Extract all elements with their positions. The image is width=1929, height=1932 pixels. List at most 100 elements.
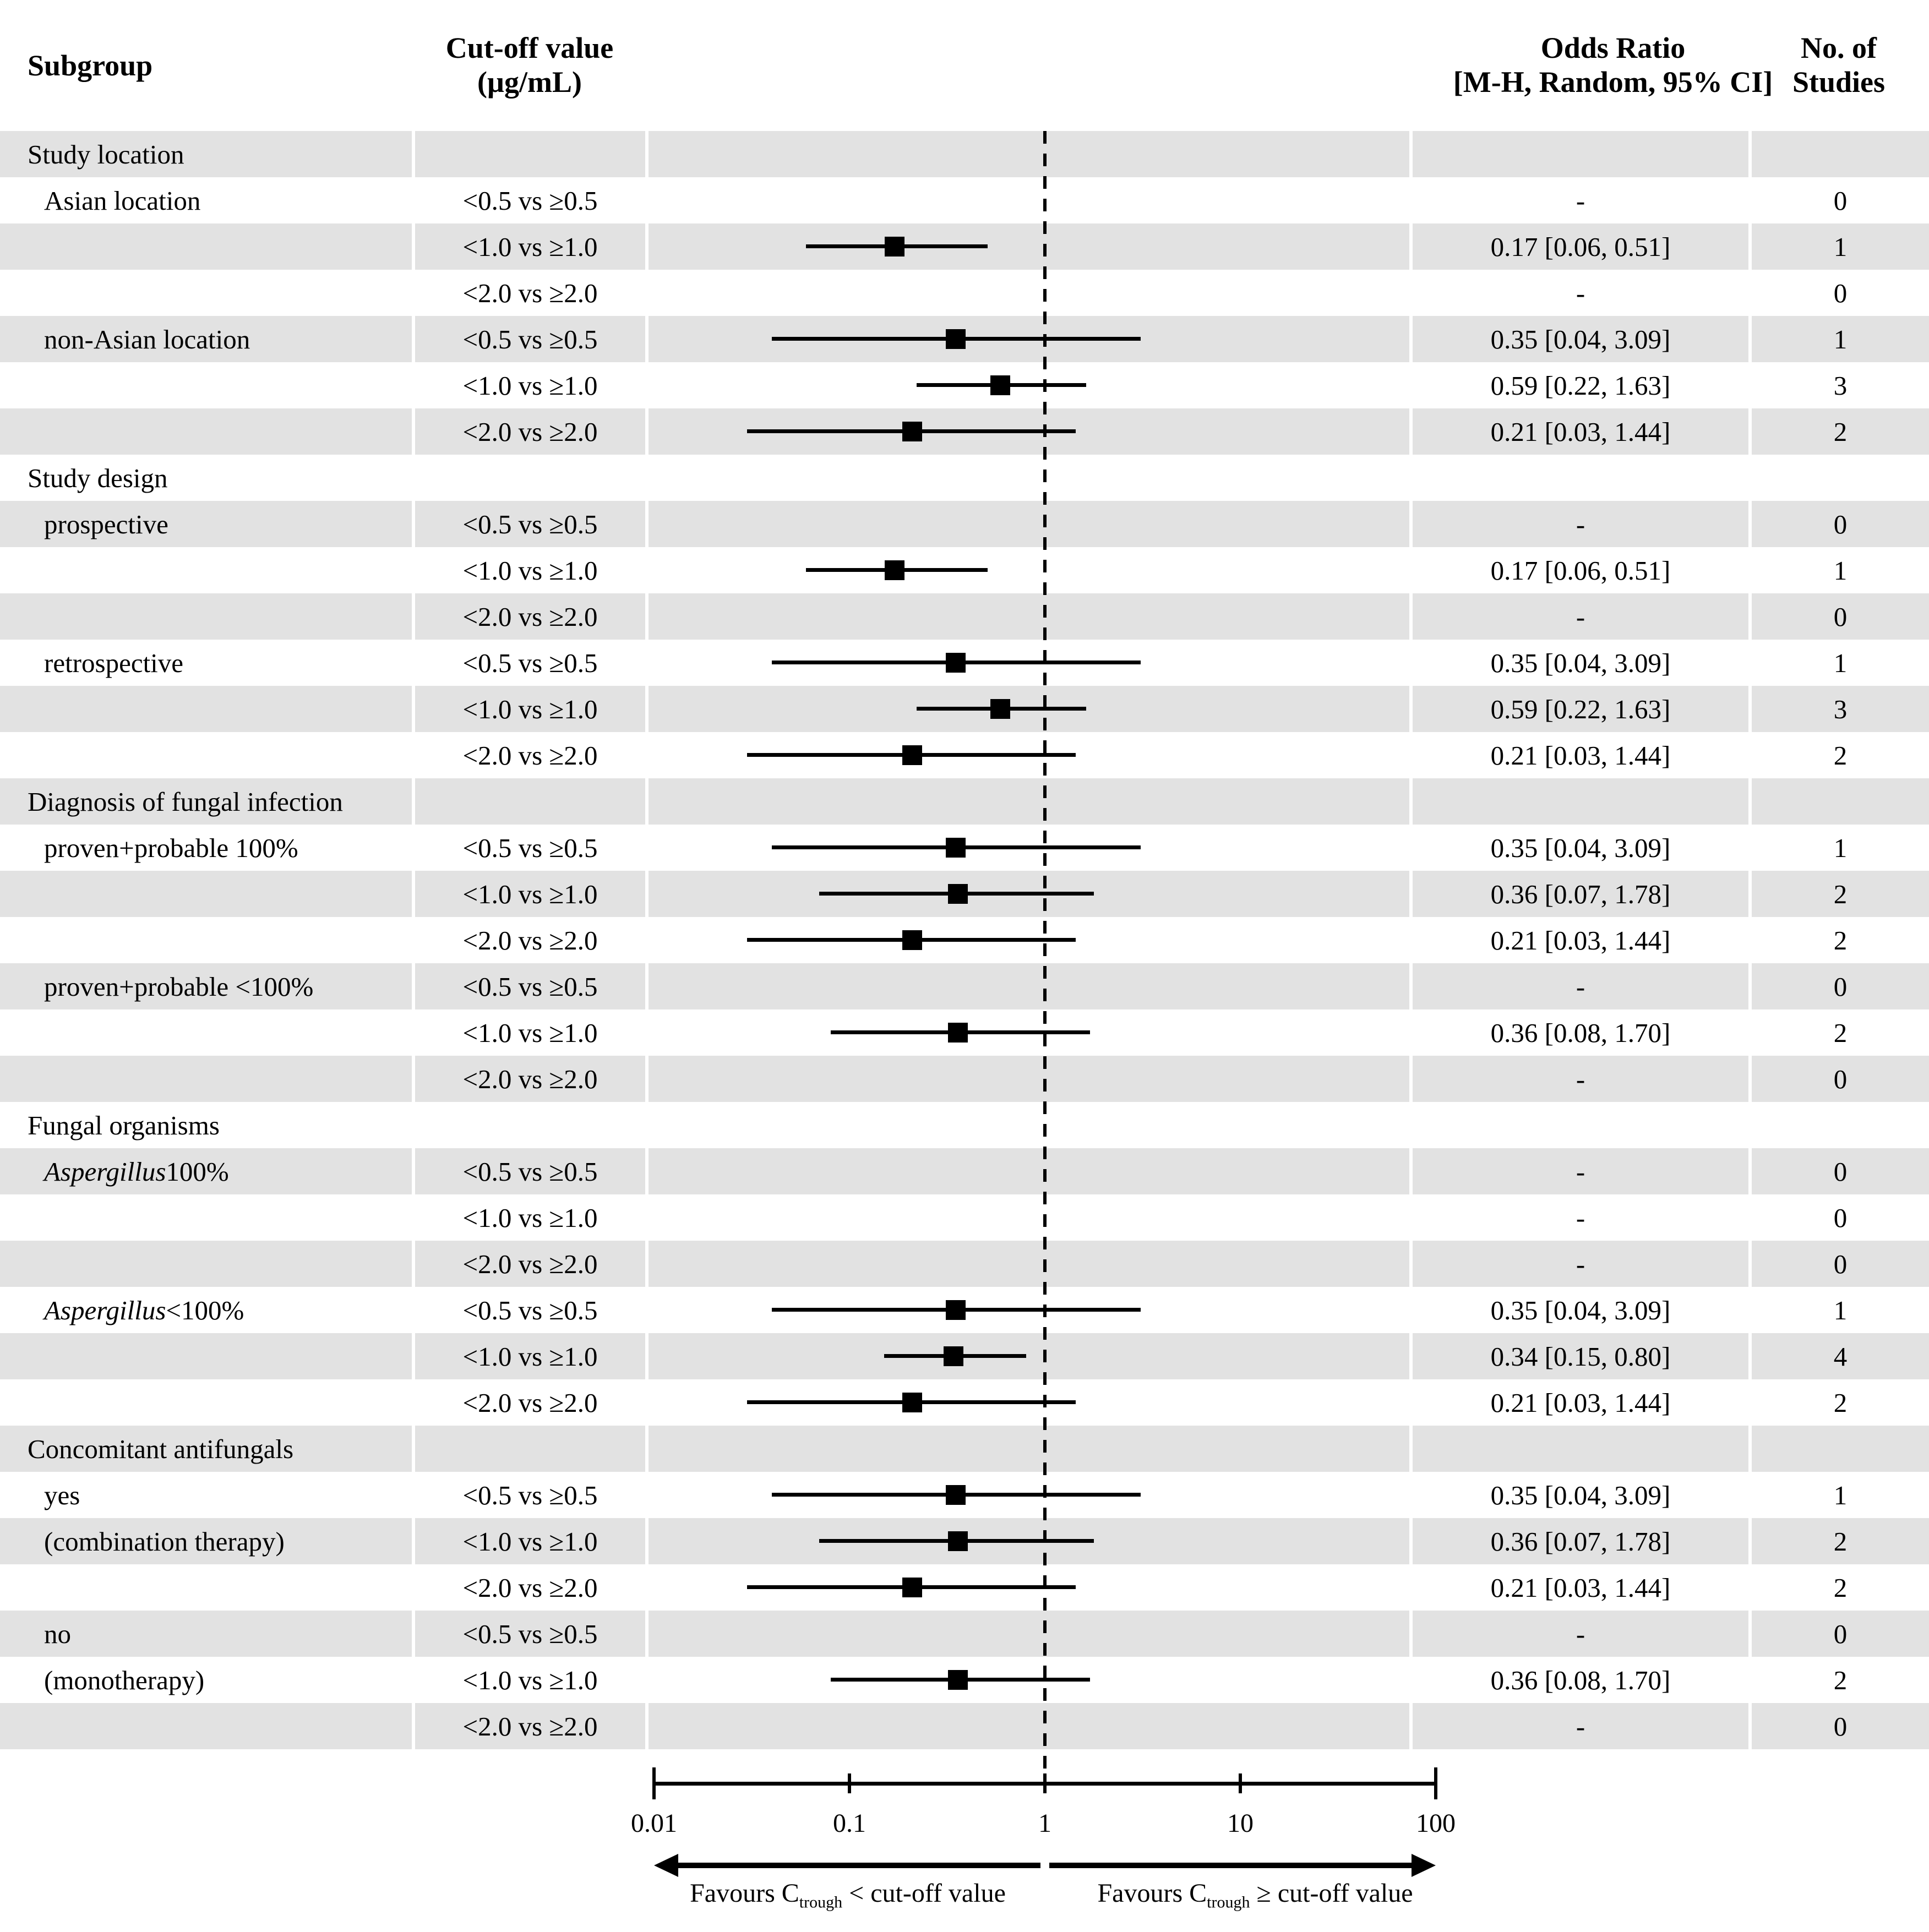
forest-row: <1.0 vs ≥1.0 0.17 [0.06, 0.51] 1 xyxy=(0,223,1929,270)
forest-row: <2.0 vs ≥2.0 -0 xyxy=(0,593,1929,640)
forest-row: <2.0 vs ≥2.0 -0 xyxy=(0,1703,1929,1749)
plot-cell xyxy=(649,223,1409,270)
point-estimate-marker xyxy=(946,1485,966,1505)
favours-left-label: Favours Ctrough < cut-off value xyxy=(573,1878,1123,1912)
cutoff-cell xyxy=(415,1102,645,1148)
no-of-studies-cell: 0 xyxy=(1752,1703,1929,1749)
odds-ratio-cell: 0.17 [0.06, 0.51] xyxy=(1490,555,1671,586)
point-estimate-marker xyxy=(948,1670,968,1690)
no-of-studies-cell: 2 xyxy=(1752,1518,1929,1564)
no-of-studies-cell: 1 xyxy=(1833,832,1848,863)
subgroup-cell: proven+probable <100% xyxy=(0,963,412,1009)
no-of-studies-cell xyxy=(1752,131,1929,177)
plot-cell xyxy=(649,501,1409,547)
odds-ratio-cell: - xyxy=(1576,1202,1585,1233)
cutoff-cell: <2.0 vs ≥2.0 xyxy=(415,593,645,640)
subgroup-cell xyxy=(0,871,412,917)
plot-cell xyxy=(649,1333,1409,1379)
subgroup-cell xyxy=(0,732,412,778)
subgroup-cell: Diagnosis of fungal infection xyxy=(0,778,412,825)
subgroup-label: proven+probable 100% xyxy=(44,832,298,863)
cutoff-cell: <1.0 vs ≥1.0 xyxy=(415,223,645,270)
subgroup-cell: non-Asian location xyxy=(0,316,412,362)
no-of-studies-cell: 0 xyxy=(1833,277,1848,308)
odds-ratio-cell xyxy=(1413,778,1748,825)
forest-row: yes <0.5 vs ≥0.5 0.35 [0.04, 3.09] 1 xyxy=(0,1472,1929,1518)
cutoff-cell: <2.0 vs ≥2.0 xyxy=(415,1241,645,1287)
cutoff-cell: <0.5 vs ≥0.5 xyxy=(462,832,598,863)
plot-cell xyxy=(649,1148,1409,1194)
subgroup-label: Asian location xyxy=(44,185,201,216)
plot-cell xyxy=(649,316,1409,362)
plot-cell xyxy=(649,1287,1409,1333)
forest-row: retrospective <0.5 vs ≥0.5 0.35 [0.04, 3.0… xyxy=(0,640,1929,686)
subgroup-cell: no xyxy=(0,1611,412,1657)
no-of-studies-cell: 1 xyxy=(1833,647,1848,678)
forest-row: <2.0 vs ≥2.0 0.21 [0.03, 1.44] 2 xyxy=(0,1564,1929,1611)
no-of-studies-cell: 2 xyxy=(1752,408,1929,455)
cutoff-cell: <1.0 vs ≥1.0 xyxy=(462,555,598,586)
no-of-studies-cell: 1 xyxy=(1752,223,1929,270)
subgroup-cell xyxy=(0,593,412,640)
plot-cell xyxy=(649,732,1409,778)
cutoff-cell xyxy=(415,1426,645,1472)
subgroup-cell: Asian location xyxy=(0,177,412,223)
plot-cell xyxy=(649,778,1409,825)
no-of-studies-cell: 0 xyxy=(1752,501,1929,547)
plot-cell xyxy=(649,455,1409,501)
subgroup-cell: (combination therapy) xyxy=(0,1518,412,1564)
odds-ratio-cell: 0.36 [0.08, 1.70] xyxy=(1490,1664,1671,1695)
cutoff-cell xyxy=(415,131,645,177)
plot-cell xyxy=(649,1426,1409,1472)
cutoff-cell: <0.5 vs ≥0.5 xyxy=(415,316,645,362)
forest-row: Aspergillus <100% <0.5 vs ≥0.5 0.35 [0.04,… xyxy=(0,1287,1929,1333)
odds-ratio-cell: - xyxy=(1413,963,1748,1009)
no-of-studies-cell: 2 xyxy=(1833,1387,1848,1418)
point-estimate-marker xyxy=(902,1393,923,1412)
cutoff-cell: <0.5 vs ≥0.5 xyxy=(415,963,645,1009)
forest-row: <1.0 vs ≥1.0 0.36 [0.08, 1.70] 2 xyxy=(0,1009,1929,1056)
forest-row: <1.0 vs ≥1.0 0.36 [0.07, 1.78] 2 xyxy=(0,871,1929,917)
x-axis-tick xyxy=(1239,1773,1242,1793)
odds-ratio-cell: 0.35 [0.04, 3.09] xyxy=(1413,316,1748,362)
favours-right-subscript: trough xyxy=(1207,1893,1250,1912)
cutoff-cell: <2.0 vs ≥2.0 xyxy=(415,1056,645,1102)
x-axis-tick xyxy=(1434,1767,1437,1799)
no-of-studies-cell: 1 xyxy=(1833,1295,1848,1325)
point-estimate-marker xyxy=(990,699,1010,719)
forest-row: Asian location <0.5 vs ≥0.5 - 0 xyxy=(0,177,1929,223)
plot-cell xyxy=(649,871,1409,917)
forest-row: <2.0 vs ≥2.0 0.21 [0.03, 1.44] 2 xyxy=(0,917,1929,963)
forest-row: (combination therapy) <1.0 vs ≥1.0 0.36 [0… xyxy=(0,1518,1929,1564)
subgroup-label: Study design xyxy=(28,462,168,493)
point-estimate-marker xyxy=(948,1023,968,1043)
point-estimate-marker xyxy=(946,838,966,858)
favours-right-text-post: ≥ cut-off value xyxy=(1250,1879,1413,1908)
odds-ratio-cell: 0.21 [0.03, 1.44] xyxy=(1490,740,1671,771)
point-estimate-marker xyxy=(948,884,968,904)
subgroup-cell xyxy=(0,686,412,732)
cutoff-cell: <1.0 vs ≥1.0 xyxy=(415,1333,645,1379)
no-of-studies-cell: 0 xyxy=(1752,1056,1929,1102)
cutoff-cell: <1.0 vs ≥1.0 xyxy=(462,1202,598,1233)
odds-ratio-cell xyxy=(1413,1426,1748,1472)
subgroup-cell xyxy=(0,917,412,963)
no-of-studies-cell: 0 xyxy=(1752,963,1929,1009)
no-of-studies-cell: 0 xyxy=(1752,1241,1929,1287)
point-estimate-marker xyxy=(902,930,923,950)
column-header-subgroup: Subgroup xyxy=(28,49,153,82)
cutoff-cell: <1.0 vs ≥1.0 xyxy=(462,370,598,401)
plot-cell xyxy=(649,825,1409,871)
cutoff-cell: <2.0 vs ≥2.0 xyxy=(462,740,598,771)
cutoff-cell: <2.0 vs ≥2.0 xyxy=(415,408,645,455)
plot-cell xyxy=(649,362,1409,408)
forest-row: <1.0 vs ≥1.0 0.59 [0.22, 1.63] 3 xyxy=(0,362,1929,408)
column-header-cutoff-line2: (µg/mL) xyxy=(477,66,582,99)
cutoff-cell xyxy=(415,455,645,501)
forest-row: Aspergillus 100% <0.5 vs ≥0.5-0 xyxy=(0,1148,1929,1194)
no-of-studies-cell: 0 xyxy=(1833,185,1848,216)
section-header-row: Study design xyxy=(0,455,1929,501)
plot-cell xyxy=(649,1518,1409,1564)
x-axis-tick-label: 100 xyxy=(1416,1809,1456,1838)
